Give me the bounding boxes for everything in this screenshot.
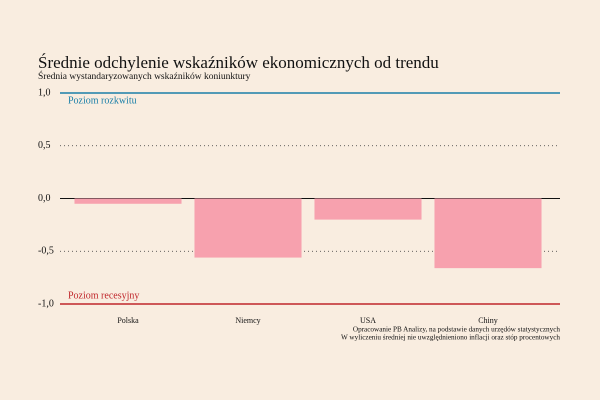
y-tick-label: 0,0 [38, 193, 51, 204]
y-tick-label: 0,5 [38, 140, 51, 151]
bar [74, 198, 182, 204]
note: W wyliczeniu średniej nie uwzględnienion… [341, 334, 560, 342]
y-tick-label: 1,0 [38, 87, 51, 98]
x-tick-label: Polska [117, 316, 139, 325]
x-tick-label: Chiny [478, 316, 498, 325]
chart-title: Średnie odchylenie wskaźników ekonomiczn… [38, 53, 439, 72]
x-tick-label: USA [360, 316, 376, 325]
reference-label: Poziom recesyjny [68, 290, 139, 301]
bar [314, 198, 422, 220]
bar [434, 198, 542, 269]
y-tick-label: -0,5 [38, 246, 54, 257]
reference-label: Poziom rozkwitu [68, 95, 137, 106]
x-tick-label: Niemcy [235, 316, 260, 325]
chart-subtitle: Średnia wystandaryzowanych wskaźników ko… [38, 70, 251, 82]
bar [194, 198, 302, 258]
y-tick-label: -1,0 [38, 298, 54, 309]
note: Opracowanie PB Analizy, na podstawie dan… [353, 326, 561, 334]
